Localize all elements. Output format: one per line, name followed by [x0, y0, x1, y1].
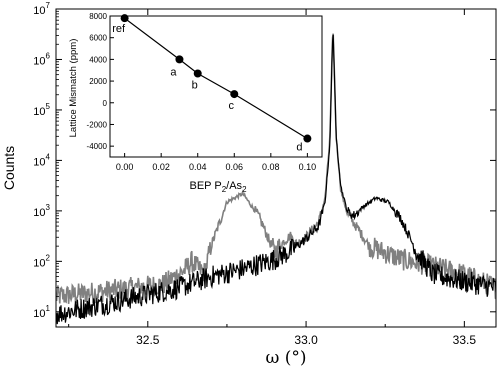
inset-plot: ref a b c d 0.00 0.02 0.04 0.06 0.08 0.10 8000 600…	[68, 12, 323, 194]
inset-plot-frame	[109, 15, 323, 158]
inset-x-tick-label: 0.04	[189, 162, 207, 172]
main-y-tick-label: 105	[33, 102, 50, 118]
main-y-tick-label: 101	[33, 304, 50, 320]
main-y-tick-label: 104	[33, 152, 50, 168]
inset-x-axis-title: BEP P2/As2	[189, 180, 247, 194]
main-series-line	[56, 33, 496, 304]
inset-point-label: a	[170, 66, 177, 78]
inset-y-tick-label: 0	[103, 99, 108, 108]
main-x-ticks: 32.5 33.0 33.5	[68, 9, 477, 347]
inset-point-label: ref	[112, 23, 126, 35]
inset-x-ticks: 0.00 0.02 0.04 0.06 0.08 0.10	[116, 153, 316, 172]
main-y-tick-label: 102	[33, 253, 50, 269]
inset-x-tick-label: 0.02	[152, 162, 170, 172]
inset-point-label: d	[296, 142, 302, 154]
main-y-ticks: 101 102 103 104 105 106 107	[33, 1, 496, 320]
inset-data-point	[175, 55, 184, 64]
inset-data-point	[230, 90, 239, 99]
main-x-axis-title: ω (°)	[265, 348, 306, 368]
main-x-tick-label: 33.5	[453, 333, 477, 347]
inset-x-tick-label: 0.00	[116, 162, 134, 172]
inset-y-tick-label: 8000	[89, 12, 107, 21]
inset-y-tick-label: 2000	[89, 77, 107, 86]
main-x-tick-label: 32.5	[136, 333, 160, 347]
inset-x-tick-label: 0.06	[226, 162, 244, 172]
inset-data-point	[193, 69, 202, 78]
inset-y-axis-title: Lattice Mismatch (ppm)	[68, 39, 79, 138]
inset-x-axis-title-sub2: 2	[242, 185, 247, 194]
inset-point-label: b	[192, 79, 198, 91]
inset-x-tick-label: 0.10	[299, 162, 317, 172]
main-series-line	[56, 34, 496, 325]
inset-point-label: c	[229, 100, 235, 112]
main-x-tick-label: 33.0	[294, 333, 318, 347]
main-y-tick-label: 106	[33, 51, 50, 67]
inset-data-point	[303, 134, 312, 143]
inset-x-axis-title-sub1: 2	[222, 185, 227, 194]
main-y-tick-label: 107	[33, 1, 50, 17]
inset-y-tick-label: 6000	[89, 34, 107, 43]
inset-data-point	[120, 14, 129, 23]
inset-x-axis-title-main: BEP P	[189, 180, 221, 192]
inset-y-tick-label: -2000	[87, 120, 108, 129]
inset-y-tick-label: -4000	[87, 142, 108, 151]
main-series-group	[56, 33, 496, 325]
main-y-axis-title: Counts	[1, 146, 17, 190]
inset-x-tick-label: 0.08	[262, 162, 280, 172]
inset-x-axis-title-mid: /As	[226, 180, 242, 192]
inset-y-ticks: 8000 6000 4000 2000 0 -2000 -4000	[87, 12, 114, 151]
inset-background	[110, 16, 322, 157]
main-y-tick-label: 103	[33, 203, 50, 219]
inset-y-tick-label: 4000	[89, 55, 107, 64]
